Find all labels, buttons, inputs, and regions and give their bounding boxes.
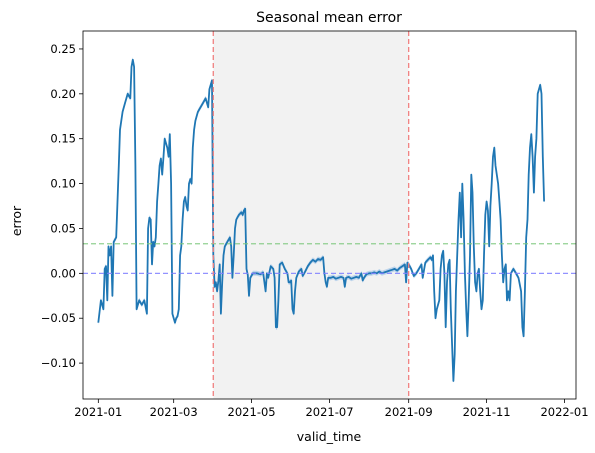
plot-area bbox=[83, 31, 576, 399]
x-tick-label: 2021-07 bbox=[305, 405, 353, 419]
y-tick-label: 0.25 bbox=[50, 42, 76, 56]
y-tick-label: 0.15 bbox=[50, 132, 76, 146]
x-tick-label: 2021-09 bbox=[385, 405, 433, 419]
x-tick-label: 2021-05 bbox=[228, 405, 276, 419]
y-axis: −0.10 −0.05 0.00 0.05 0.10 0.15 0.20 0.25 bbox=[41, 42, 83, 370]
x-tick-label: 2021-11 bbox=[463, 405, 511, 419]
y-tick-label: 0.10 bbox=[50, 177, 76, 191]
x-axis: 2021-01 2021-03 2021-05 2021-07 2021-09 2021-… bbox=[74, 399, 589, 419]
y-tick-label: −0.05 bbox=[41, 311, 76, 325]
y-tick-label: 0.20 bbox=[50, 87, 76, 101]
x-axis-title: valid_time bbox=[297, 429, 362, 444]
x-tick-label: 2022-01 bbox=[540, 405, 588, 419]
y-tick-label: 0.00 bbox=[50, 266, 76, 280]
y-tick-label: 0.05 bbox=[50, 221, 76, 235]
y-tick-label: −0.10 bbox=[41, 356, 76, 370]
x-tick-label: 2021-01 bbox=[74, 405, 122, 419]
chart-title: Seasonal mean error bbox=[256, 10, 402, 26]
x-tick-label: 2021-03 bbox=[150, 405, 198, 419]
series-0-line bbox=[97, 58, 545, 382]
y-axis-title: error bbox=[9, 205, 24, 236]
